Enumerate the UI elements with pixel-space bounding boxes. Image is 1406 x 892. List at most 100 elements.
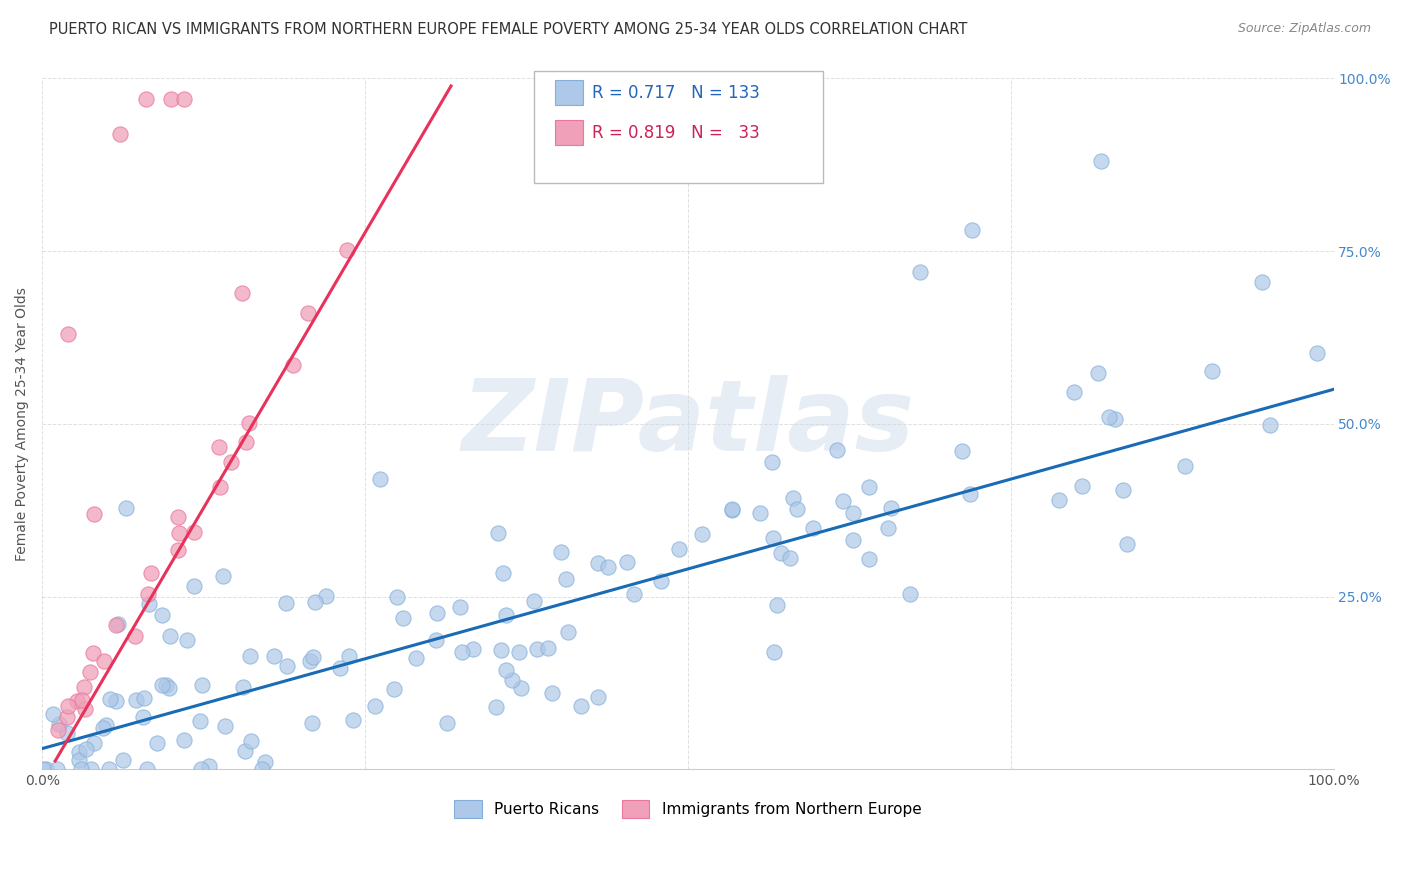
Point — [56, 698, 79, 713]
Point — [405, 651, 427, 665]
Point — [124, 629, 146, 643]
Point — [208, 480, 231, 494]
Point — [501, 673, 523, 687]
Point — [382, 682, 405, 697]
Point — [540, 685, 562, 699]
Text: ZIPatlas: ZIPatlas — [461, 376, 914, 473]
Point — [489, 642, 512, 657]
Point — [842, 533, 865, 547]
Point — [426, 606, 449, 620]
Point — [449, 600, 471, 615]
Point — [858, 552, 880, 566]
Point — [959, 486, 981, 500]
Point — [167, 543, 190, 558]
Point — [616, 555, 638, 569]
Point — [56, 327, 79, 342]
Point — [668, 542, 690, 557]
Point — [762, 645, 785, 659]
Point — [132, 690, 155, 705]
Point — [450, 645, 472, 659]
Point — [73, 701, 96, 715]
Point — [183, 579, 205, 593]
Point — [523, 594, 546, 608]
Point — [131, 710, 153, 724]
Point — [104, 617, 127, 632]
Point — [107, 617, 129, 632]
Point — [82, 646, 104, 660]
Point — [197, 759, 219, 773]
Point — [97, 762, 120, 776]
Point — [586, 556, 609, 570]
Point — [385, 590, 408, 604]
Point — [115, 501, 138, 516]
Point — [342, 714, 364, 728]
Point — [150, 678, 173, 692]
Point — [105, 694, 128, 708]
Point — [301, 649, 323, 664]
Point — [297, 306, 319, 320]
Point — [235, 435, 257, 450]
Text: R = 0.819   N =   33: R = 0.819 N = 33 — [592, 124, 759, 142]
Point — [692, 526, 714, 541]
Point — [898, 587, 921, 601]
Point — [167, 510, 190, 524]
Point — [219, 454, 242, 468]
Point — [495, 663, 517, 677]
Point — [782, 491, 804, 505]
Point — [842, 506, 865, 520]
Point — [70, 693, 93, 707]
Point — [495, 607, 517, 622]
Point — [786, 502, 808, 516]
Point — [761, 455, 783, 469]
Text: Source: ZipAtlas.com: Source: ZipAtlas.com — [1237, 22, 1371, 36]
Point — [880, 500, 903, 515]
Point — [1063, 384, 1085, 399]
Point — [329, 660, 352, 674]
Point — [299, 654, 322, 668]
Point — [1116, 536, 1139, 550]
Point — [125, 693, 148, 707]
Text: PUERTO RICAN VS IMMIGRANTS FROM NORTHERN EUROPE FEMALE POVERTY AMONG 25-34 YEAR : PUERTO RICAN VS IMMIGRANTS FROM NORTHERN… — [49, 22, 967, 37]
Point — [169, 525, 191, 540]
Point — [537, 641, 560, 656]
Point — [67, 753, 90, 767]
Point — [160, 92, 183, 106]
Text: R = 0.717   N = 133: R = 0.717 N = 133 — [592, 84, 759, 102]
Point — [173, 733, 195, 747]
Point — [112, 753, 135, 767]
Point — [832, 493, 855, 508]
Point — [93, 654, 115, 668]
Point — [877, 521, 900, 535]
Point — [526, 641, 548, 656]
Point — [188, 714, 211, 728]
Point — [721, 502, 744, 516]
Point — [212, 569, 235, 583]
Point — [336, 243, 359, 257]
Point — [136, 587, 159, 601]
Point — [281, 358, 304, 372]
Point — [508, 645, 530, 659]
Point — [146, 736, 169, 750]
Point — [779, 551, 801, 566]
Point — [485, 699, 508, 714]
Point — [83, 735, 105, 749]
Point — [364, 699, 387, 714]
Point — [159, 629, 181, 643]
Point — [208, 440, 231, 454]
Point — [315, 589, 337, 603]
Point — [1104, 411, 1126, 425]
Point — [1174, 459, 1197, 474]
Point — [274, 595, 297, 609]
Point — [720, 502, 742, 516]
Point — [392, 610, 415, 624]
Point — [1070, 479, 1092, 493]
Point — [80, 762, 103, 776]
Point — [32, 762, 55, 776]
Point — [1258, 418, 1281, 433]
Point — [263, 648, 285, 663]
Point — [486, 526, 509, 541]
Point — [960, 223, 983, 237]
Point — [858, 480, 880, 494]
Point — [75, 741, 97, 756]
Y-axis label: Female Poverty Among 25-34 Year Olds: Female Poverty Among 25-34 Year Olds — [15, 287, 30, 561]
